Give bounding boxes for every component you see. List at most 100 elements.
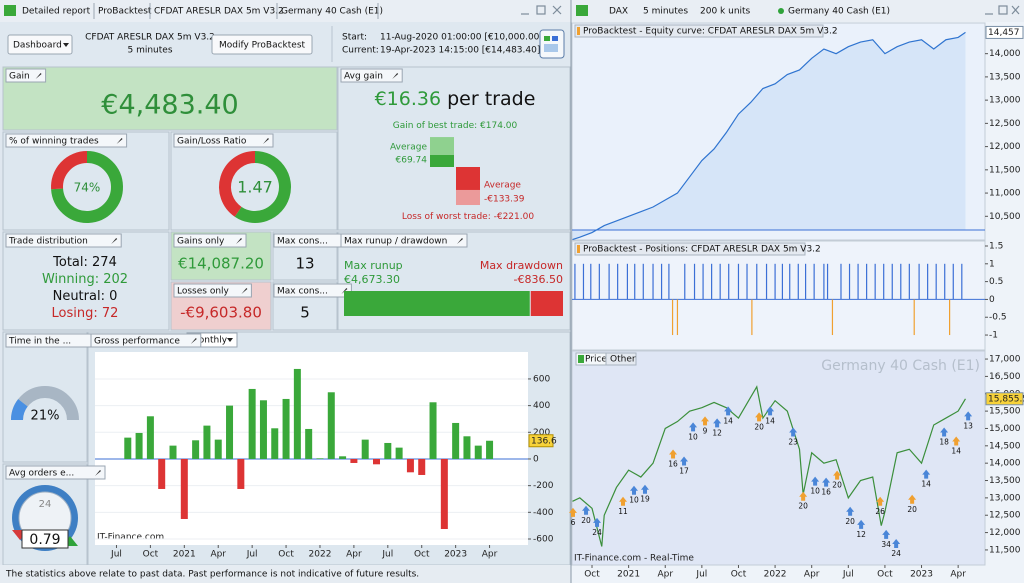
wrench-icon[interactable] bbox=[241, 288, 248, 294]
tab[interactable]: CFDAT ARESLR DAX 5m V3.2 bbox=[154, 7, 284, 17]
y-tick-label: 1.5 bbox=[989, 241, 1003, 251]
avg-gain-unit: per trade bbox=[447, 88, 535, 110]
trade-label: 14 bbox=[765, 416, 775, 425]
timeframe: 5 minutes bbox=[127, 46, 172, 56]
worst-prefix: Loss of worst trade: bbox=[402, 212, 491, 222]
trade-arrow bbox=[680, 456, 689, 466]
x-tick-label: 2022 bbox=[764, 570, 787, 580]
tab[interactable]: ProBacktest bbox=[98, 7, 152, 17]
trade-label: 16 bbox=[821, 488, 831, 497]
bar bbox=[316, 458, 324, 459]
panel-tag bbox=[173, 133, 274, 148]
wrench-icon[interactable] bbox=[111, 238, 118, 244]
trade-label: 20 bbox=[832, 481, 842, 490]
report-icon[interactable] bbox=[539, 29, 565, 59]
row-label: Winning: bbox=[42, 272, 99, 287]
watermark: IT-Finance.com bbox=[97, 533, 164, 543]
x-tick-label: Jul bbox=[381, 550, 393, 560]
bar bbox=[327, 392, 335, 459]
live-dot bbox=[778, 8, 784, 14]
bar bbox=[293, 368, 301, 459]
bar bbox=[237, 458, 245, 489]
y-tick-label: 13,000 bbox=[989, 493, 1021, 503]
trade-label: 12 bbox=[712, 428, 722, 437]
panel-tag bbox=[173, 233, 247, 248]
chart-tab[interactable] bbox=[605, 352, 637, 366]
trade-label: 10 bbox=[810, 487, 820, 496]
x-tick-label: Jul bbox=[695, 570, 707, 580]
y-tick-label: 14,000 bbox=[989, 49, 1021, 59]
modify-button[interactable] bbox=[211, 34, 313, 55]
tab[interactable]: Germany 40 Cash (E1) bbox=[281, 7, 383, 17]
runup-bar bbox=[344, 291, 530, 316]
bar bbox=[339, 456, 347, 459]
panel-tag-icon bbox=[577, 27, 580, 35]
bar bbox=[452, 422, 460, 459]
panel-title: Gain bbox=[9, 72, 30, 82]
bar bbox=[474, 445, 482, 459]
panel-tag-icon bbox=[577, 245, 580, 253]
trade-label: 13 bbox=[963, 421, 973, 430]
y-tick-label: 11,500 bbox=[989, 165, 1021, 175]
trade-arrow bbox=[713, 418, 722, 428]
current-value-label: 136.6 bbox=[531, 436, 557, 446]
units[interactable]: 200 k units bbox=[700, 7, 751, 17]
clock-icon bbox=[12, 485, 78, 551]
y-tick-label: 14,500 bbox=[989, 441, 1021, 451]
trade-bar bbox=[430, 155, 454, 167]
best-value: €174.00 bbox=[480, 121, 517, 131]
bar bbox=[350, 458, 358, 463]
timeframe[interactable]: 5 minutes bbox=[643, 7, 688, 17]
distribution-row: Total: 274 bbox=[52, 255, 117, 270]
left-tab-bar bbox=[0, 0, 571, 22]
panel-tag bbox=[273, 283, 352, 298]
trade-label: 6 bbox=[571, 518, 576, 527]
last-value-label: 14,457 bbox=[988, 28, 1020, 38]
gains-only-value: €14,087.20 bbox=[178, 255, 264, 273]
panel-title: Time in the ... bbox=[8, 337, 71, 347]
wrench-icon[interactable] bbox=[35, 73, 42, 79]
wrench-icon[interactable] bbox=[263, 138, 269, 144]
trade-arrow bbox=[922, 469, 931, 479]
avg-gain-value: €16.36 per trade bbox=[375, 88, 536, 110]
wrench-icon[interactable] bbox=[236, 238, 242, 244]
y-tick-label: 13,500 bbox=[989, 476, 1021, 486]
worst-trade: Loss of worst trade: -€221.00 bbox=[402, 212, 534, 222]
x-tick-label: 2021 bbox=[173, 550, 196, 560]
wrench-icon[interactable] bbox=[116, 138, 123, 144]
wrench-icon[interactable] bbox=[95, 470, 101, 476]
y-tick-label: 0 bbox=[989, 295, 995, 305]
bar bbox=[440, 458, 448, 529]
instrument[interactable]: DAX bbox=[609, 7, 628, 17]
wrench-icon[interactable] bbox=[457, 238, 463, 244]
window-controls[interactable] bbox=[985, 5, 1020, 15]
trade-arrow bbox=[846, 506, 855, 516]
trade-label: 10 bbox=[688, 432, 698, 441]
panel-title: ProBacktest - Equity curve: CFDAT ARESLR… bbox=[583, 27, 838, 37]
trade-arrow bbox=[882, 529, 891, 539]
wrench-icon[interactable] bbox=[392, 73, 399, 79]
trade-arrow bbox=[952, 436, 961, 446]
dropdown-arrow bbox=[227, 338, 233, 342]
window-controls[interactable] bbox=[521, 5, 562, 15]
time-in-market-label: 21% bbox=[31, 409, 60, 424]
y-tick-label: 12,000 bbox=[989, 528, 1021, 538]
x-tick-label: Apr bbox=[950, 570, 966, 580]
gain-panel bbox=[2, 66, 338, 131]
y-tick-label: 13,000 bbox=[989, 96, 1021, 106]
y-tick-label: -1 bbox=[989, 331, 998, 341]
y-tick-label: 13,500 bbox=[989, 72, 1021, 82]
x-tick-label: 2023 bbox=[910, 570, 933, 580]
worst-value: -€221.00 bbox=[494, 212, 535, 222]
last-value-label: 15,855.5 bbox=[988, 394, 1024, 404]
equity-line bbox=[572, 31, 966, 241]
dashboard-button[interactable] bbox=[7, 34, 73, 55]
y-tick-label: 16,500 bbox=[989, 372, 1021, 382]
row-label: Total: bbox=[52, 255, 88, 270]
trade-label: 9 bbox=[703, 426, 708, 435]
panel-title: Max cons... bbox=[277, 287, 328, 297]
y-tick-label: -200 bbox=[533, 481, 554, 491]
tab[interactable]: Detailed report bbox=[22, 7, 91, 17]
gauge-value bbox=[11, 399, 28, 421]
wrench-icon[interactable] bbox=[190, 338, 197, 344]
